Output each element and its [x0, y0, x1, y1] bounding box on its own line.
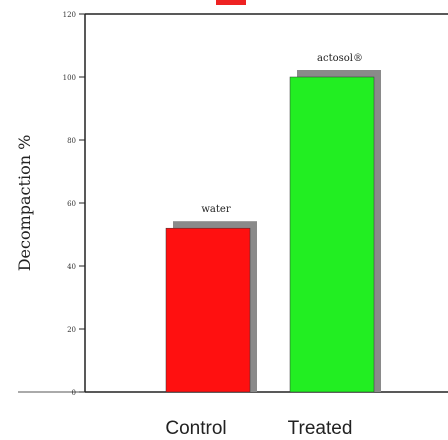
category-label: Control — [165, 418, 226, 439]
y-tick-label: 20 — [67, 326, 76, 334]
y-tick-label: 120 — [63, 11, 76, 19]
y-tick-label: 80 — [67, 137, 76, 145]
bar-control — [165, 227, 251, 393]
cropped-title-fragment — [216, 0, 246, 5]
bar-data-labels: water actosol® — [201, 53, 363, 215]
y-ticks: 0 20 40 60 80 100 120 — [63, 11, 85, 397]
category-labels: Control Treated — [165, 418, 352, 439]
y-axis-label: Decompaction % — [15, 135, 34, 272]
bars — [165, 70, 381, 393]
category-label: Treated — [288, 418, 353, 439]
bar-treated — [289, 76, 375, 393]
bar-data-label: water — [201, 204, 230, 215]
y-tick-label: 60 — [67, 200, 76, 208]
bar-data-label: actosol® — [317, 53, 363, 64]
y-tick-label: 100 — [63, 74, 76, 82]
y-tick-label: 40 — [67, 263, 76, 271]
y-tick-label: 0 — [72, 389, 76, 397]
